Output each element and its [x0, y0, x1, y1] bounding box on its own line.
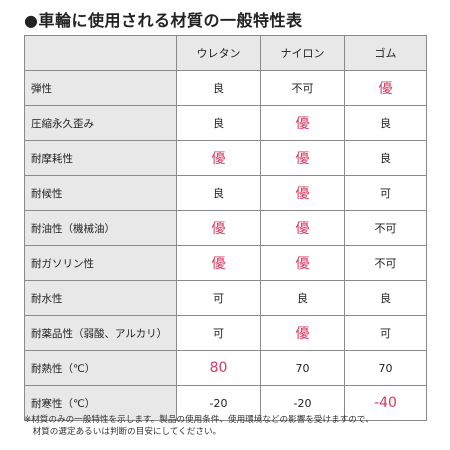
footnote-line-2: 材質の選定あるいは判断の目安にしてください。: [24, 427, 222, 437]
table-row: 弾性良不可優: [24, 70, 427, 106]
table-cell: 不可: [260, 70, 345, 106]
row-label: 弾性: [24, 70, 177, 106]
table-cell: 優: [260, 140, 345, 176]
table-cell: 良: [344, 105, 427, 141]
table-cell: 良: [176, 105, 261, 141]
table-cell: 70: [260, 350, 345, 386]
table-cell: 不可: [344, 210, 427, 246]
table-cell: 可: [176, 315, 261, 351]
table-header-row: ウレタン ナイロン ゴム: [24, 35, 427, 71]
row-label: 耐熱性（℃）: [24, 350, 177, 386]
table-cell: 80: [176, 350, 261, 386]
table-row: 耐摩耗性優優良: [24, 140, 427, 176]
header-nylon: ナイロン: [260, 35, 345, 71]
table-cell: 優: [260, 210, 345, 246]
row-label: 耐油性（機械油）: [24, 210, 177, 246]
table-cell: 優: [260, 175, 345, 211]
row-label: 耐ガソリン性: [24, 245, 177, 281]
table-cell: 良: [176, 70, 261, 106]
header-rubber: ゴム: [344, 35, 427, 71]
table-cell: 良: [260, 280, 345, 316]
header-corner-cell: [24, 35, 177, 71]
table-cell: 70: [344, 350, 427, 386]
table-cell: 優: [260, 315, 345, 351]
row-label: 耐候性: [24, 175, 177, 211]
table-cell: 優: [176, 245, 261, 281]
material-properties-table: ウレタン ナイロン ゴム 弾性良不可優圧縮永久歪み良優良耐摩耗性優優良耐候性良優…: [24, 35, 427, 421]
table-cell: -40: [344, 385, 427, 421]
table-cell: 可: [344, 175, 427, 211]
table-cell: 良: [344, 140, 427, 176]
table-row: 耐油性（機械油）優優不可: [24, 210, 427, 246]
table-row: 耐熱性（℃） 80 70 70: [24, 350, 427, 386]
table-cell: -20: [260, 385, 345, 421]
footnote: ※材質のみの一般特性を示します。製品の使用条件、使用環境などの影響を受けますので…: [24, 414, 374, 438]
table-row: 耐水性可良良: [24, 280, 427, 316]
row-label: 耐水性: [24, 280, 177, 316]
table-cell: 優: [260, 245, 345, 281]
table-cell: 良: [344, 280, 427, 316]
footnote-line-1: ※材質のみの一般特性を示します。製品の使用条件、使用環境などの影響を受けますので…: [24, 415, 374, 425]
page-title: ●車輪に使用される材質の一般特性表: [24, 11, 303, 30]
header-urethane: ウレタン: [176, 35, 261, 71]
table-cell: 優: [176, 210, 261, 246]
table-row: 耐ガソリン性優優不可: [24, 245, 427, 281]
table-cell: 可: [344, 315, 427, 351]
table-row: 耐候性良優可: [24, 175, 427, 211]
row-label: 耐摩耗性: [24, 140, 177, 176]
table-cell: 優: [344, 70, 427, 106]
table-cell: 良: [176, 175, 261, 211]
row-label: 圧縮永久歪み: [24, 105, 177, 141]
table-row: 圧縮永久歪み良優良: [24, 105, 427, 141]
row-label: 耐寒性（℃）: [24, 385, 177, 421]
table-row: 耐薬品性（弱酸、アルカリ）可優可: [24, 315, 427, 351]
table-cell: 可: [176, 280, 261, 316]
table-cell: 優: [176, 140, 261, 176]
table-cell: 優: [260, 105, 345, 141]
table-cell: 不可: [344, 245, 427, 281]
table-row: 耐寒性（℃） -20 -20 -40: [24, 385, 427, 421]
row-label: 耐薬品性（弱酸、アルカリ）: [24, 315, 177, 351]
